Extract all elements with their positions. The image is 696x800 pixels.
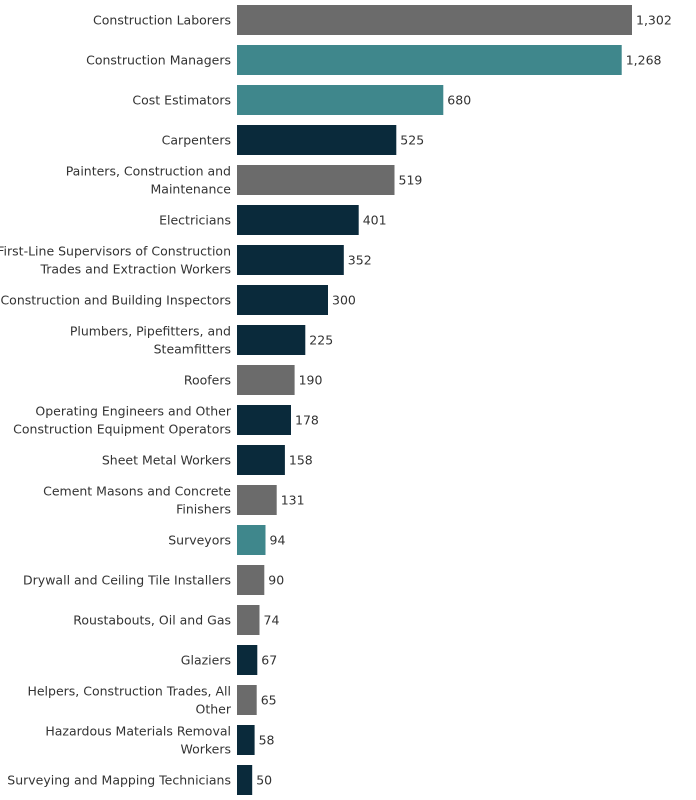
data-label: 58 bbox=[259, 733, 275, 748]
category-label-line: Helpers, Construction Trades, All bbox=[27, 684, 231, 699]
category-label: Roofers bbox=[184, 373, 231, 388]
bar[interactable] bbox=[237, 725, 255, 755]
category-label-line: Roofers bbox=[184, 373, 231, 388]
bar[interactable] bbox=[237, 445, 285, 475]
category-label: Cost Estimators bbox=[132, 93, 231, 108]
category-label: Surveyors bbox=[168, 533, 231, 548]
data-label: 74 bbox=[264, 613, 280, 628]
data-label: 178 bbox=[295, 413, 319, 428]
category-label: Surveying and Mapping Technicians bbox=[7, 773, 231, 788]
bar[interactable] bbox=[237, 685, 257, 715]
category-label-line: Roustabouts, Oil and Gas bbox=[73, 613, 231, 628]
category-label: Electricians bbox=[159, 213, 231, 228]
category-label-line: Cement Masons and Concrete bbox=[43, 484, 231, 499]
bar[interactable] bbox=[237, 85, 444, 115]
category-label-line: Construction Equipment Operators bbox=[13, 422, 231, 437]
bar[interactable] bbox=[237, 645, 258, 675]
category-label: Glaziers bbox=[181, 653, 231, 668]
category-label-line: Operating Engineers and Other bbox=[35, 404, 231, 419]
bar[interactable] bbox=[237, 325, 306, 355]
data-label: 525 bbox=[400, 133, 424, 148]
data-label: 680 bbox=[447, 93, 471, 108]
bar[interactable] bbox=[237, 205, 359, 235]
data-label: 519 bbox=[399, 173, 423, 188]
data-label: 50 bbox=[256, 773, 272, 788]
data-label: 90 bbox=[268, 573, 284, 588]
category-label: Plumbers, Pipefitters, and Steamfitters bbox=[70, 324, 231, 357]
category-label-line: Carpenters bbox=[162, 133, 231, 148]
category-label-line: Steamfitters bbox=[154, 342, 231, 357]
category-label-line: Cost Estimators bbox=[132, 93, 231, 108]
data-label: 225 bbox=[309, 333, 333, 348]
category-label: Construction and Building Inspectors bbox=[0, 293, 231, 308]
bar[interactable] bbox=[237, 605, 260, 635]
category-label: Drywall and Ceiling Tile Installers bbox=[23, 573, 231, 588]
category-label-line: Other bbox=[196, 702, 232, 717]
category-label: First-Line Supervisors of Construction Tr… bbox=[0, 244, 231, 277]
category-label-line: First-Line Supervisors of Construction bbox=[0, 244, 231, 259]
category-label: Painters, Construction and Maintenance bbox=[66, 164, 232, 197]
bar[interactable] bbox=[237, 565, 265, 595]
data-label: 158 bbox=[289, 453, 313, 468]
category-label-line: Maintenance bbox=[151, 182, 232, 197]
category-label: Construction Managers bbox=[86, 53, 231, 68]
category-label-line: Construction and Building Inspectors bbox=[0, 293, 231, 308]
category-label: Helpers, Construction Trades, All Other bbox=[27, 684, 231, 717]
category-label-line: Finishers bbox=[176, 502, 231, 517]
data-label: 352 bbox=[348, 253, 372, 268]
category-label-line: Construction Laborers bbox=[93, 13, 231, 28]
category-label-line: Workers bbox=[180, 742, 231, 757]
category-label-line: Construction Managers bbox=[86, 53, 231, 68]
bar[interactable] bbox=[237, 365, 295, 395]
category-label: Operating Engineers and Other Constructio… bbox=[13, 404, 232, 437]
data-label: 94 bbox=[270, 533, 286, 548]
category-label: Hazardous Materials Removal Workers bbox=[45, 724, 231, 757]
category-label-line: Painters, Construction and bbox=[66, 164, 231, 179]
category-label-line: Glaziers bbox=[181, 653, 231, 668]
category-label: Construction Laborers bbox=[93, 13, 231, 28]
data-label: 190 bbox=[299, 373, 323, 388]
bar[interactable] bbox=[237, 165, 395, 195]
category-label: Roustabouts, Oil and Gas bbox=[73, 613, 231, 628]
category-label-line: Surveying and Mapping Technicians bbox=[7, 773, 231, 788]
data-label: 401 bbox=[363, 213, 387, 228]
data-label: 67 bbox=[261, 653, 277, 668]
bar[interactable] bbox=[237, 285, 328, 315]
category-label: Sheet Metal Workers bbox=[102, 453, 231, 468]
bar[interactable] bbox=[237, 525, 266, 555]
bar[interactable] bbox=[237, 125, 397, 155]
data-label: 300 bbox=[332, 293, 356, 308]
bar[interactable] bbox=[237, 5, 632, 35]
category-label-line: Trades and Extraction Workers bbox=[39, 262, 231, 277]
category-label: Cement Masons and Concrete Finishers bbox=[43, 484, 231, 517]
data-label: 1,268 bbox=[626, 53, 662, 68]
bar[interactable] bbox=[237, 485, 277, 515]
bar[interactable] bbox=[237, 245, 344, 275]
category-label: Carpenters bbox=[162, 133, 231, 148]
bar[interactable] bbox=[237, 45, 622, 75]
category-label-line: Sheet Metal Workers bbox=[102, 453, 231, 468]
data-label: 1,302 bbox=[636, 13, 672, 28]
data-label: 131 bbox=[281, 493, 305, 508]
category-label-line: Drywall and Ceiling Tile Installers bbox=[23, 573, 231, 588]
category-label-line: Electricians bbox=[159, 213, 231, 228]
data-label: 65 bbox=[261, 693, 277, 708]
bar[interactable] bbox=[237, 405, 291, 435]
bar[interactable] bbox=[237, 765, 253, 795]
category-label-line: Hazardous Materials Removal bbox=[45, 724, 231, 739]
category-label-line: Surveyors bbox=[168, 533, 231, 548]
category-label-line: Plumbers, Pipefitters, and bbox=[70, 324, 231, 339]
